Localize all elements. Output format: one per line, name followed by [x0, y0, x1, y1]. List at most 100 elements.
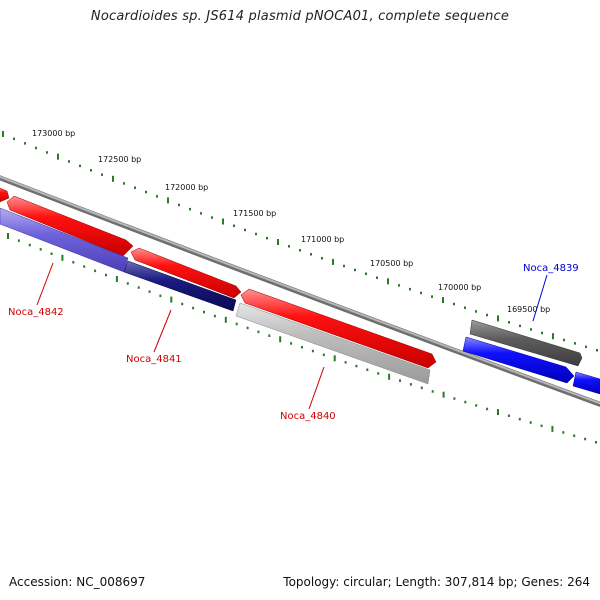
- gene-label-noca-4839[interactable]: Noca_4839: [523, 263, 579, 274]
- tick-mark: [431, 295, 433, 298]
- tick-mark: [365, 272, 367, 276]
- tick-mark: [290, 342, 293, 345]
- tick-mark: [529, 421, 532, 424]
- tick-mark: [442, 391, 445, 398]
- tick-mark: [126, 282, 129, 285]
- tick-mark: [134, 186, 136, 189]
- tick-mark: [299, 249, 301, 252]
- tick-mark: [530, 328, 532, 331]
- tick-mark: [431, 390, 434, 393]
- tick-mark: [573, 434, 576, 437]
- ruler-label-169500: 169500 bp: [507, 305, 550, 314]
- tick-mark: [584, 437, 587, 441]
- tick-mark: [409, 383, 412, 386]
- tick-mark: [200, 212, 202, 215]
- tick-mark: [497, 315, 499, 322]
- ruler-label-171500: 171500 bp: [233, 209, 276, 218]
- tick-mark: [156, 195, 158, 198]
- tick-mark: [68, 160, 70, 163]
- tick-mark: [420, 291, 422, 295]
- gene-cds-fwd-3[interactable]: [130, 247, 242, 299]
- tick-mark: [475, 310, 477, 313]
- map-title: Nocardioides sp. JS614 plasmid pNOCA01, …: [90, 9, 510, 24]
- tick-mark: [574, 342, 576, 345]
- tick-mark: [398, 284, 400, 287]
- tick-mark: [453, 302, 455, 306]
- tick-mark: [376, 276, 378, 279]
- tick-mark: [213, 314, 216, 318]
- backbone: [0, 175, 600, 407]
- tick-mark: [2, 131, 4, 137]
- tick-mark: [355, 364, 358, 368]
- label-line-noca-4841: [153, 309, 172, 353]
- ruler-label-170000: 170000 bp: [438, 283, 481, 292]
- tick-mark: [115, 276, 118, 282]
- tick-mark: [79, 164, 81, 168]
- tick-mark: [244, 228, 246, 232]
- label-line-noca-4839: [532, 274, 548, 322]
- gene-label-noca-4840[interactable]: Noca_4840: [280, 411, 336, 422]
- tick-mark: [123, 182, 125, 185]
- tick-mark: [388, 373, 391, 380]
- tick-mark: [486, 407, 489, 411]
- tick-mark: [442, 297, 444, 304]
- tick-mark: [90, 169, 92, 172]
- tick-mark: [321, 257, 323, 260]
- tick-mark: [551, 425, 554, 432]
- tick-mark: [57, 153, 59, 160]
- gene-noca-4841[interactable]: [123, 260, 237, 312]
- tick-mark: [310, 253, 312, 256]
- tick-mark: [192, 306, 195, 310]
- tick-mark: [387, 278, 389, 285]
- tick-mark: [148, 290, 151, 293]
- ruler-label-171000: 171000 bp: [301, 235, 344, 244]
- ruler-label-172500: 172500 bp: [98, 155, 141, 164]
- tick-mark: [137, 286, 140, 289]
- tick-mark: [497, 409, 499, 416]
- tick-mark: [268, 334, 271, 337]
- tick-mark: [409, 287, 411, 291]
- tick-mark: [28, 243, 31, 247]
- tick-mark: [464, 400, 467, 404]
- summary-text: Topology: circular; Length: 307,814 bp; …: [283, 575, 590, 589]
- tick-mark: [279, 336, 282, 343]
- tick-mark: [453, 397, 456, 400]
- tick-mark: [189, 207, 191, 211]
- tick-mark: [203, 310, 205, 314]
- tick-mark: [211, 216, 213, 219]
- tick-mark: [24, 142, 26, 145]
- gene-label-noca-4842[interactable]: Noca_4842: [8, 307, 64, 318]
- tick-mark: [507, 414, 510, 417]
- tick-mark: [39, 248, 42, 251]
- tick-mark: [72, 261, 75, 264]
- tick-mark: [257, 330, 260, 334]
- tick-mark: [585, 345, 587, 349]
- gene-cds-fwd-5[interactable]: [462, 336, 575, 384]
- tick-mark: [61, 254, 64, 261]
- gene-cds-fwd-6[interactable]: [572, 371, 600, 395]
- tick-mark: [233, 224, 235, 228]
- tick-mark: [464, 306, 466, 309]
- gene-noca-4839[interactable]: [469, 319, 583, 367]
- tick-mark: [475, 404, 478, 407]
- tick-mark: [222, 218, 224, 225]
- tick-mark: [112, 175, 114, 182]
- gene-label-noca-4841[interactable]: Noca_4841: [126, 354, 182, 365]
- ruler-label-170500: 170500 bp: [370, 259, 413, 268]
- gene-cds-fwd-4[interactable]: [240, 288, 437, 369]
- gene-noca-4840[interactable]: [235, 302, 431, 385]
- tick-mark: [332, 258, 334, 265]
- tick-mark: [35, 146, 37, 150]
- tick-mark: [159, 294, 162, 298]
- tick-mark: [246, 326, 249, 330]
- tick-mark: [486, 313, 488, 317]
- tick-mark: [145, 190, 147, 194]
- tick-mark: [178, 203, 180, 207]
- tick-mark: [541, 331, 543, 335]
- tick-mark: [552, 333, 554, 340]
- tick-mark: [344, 361, 347, 364]
- tick-mark: [333, 355, 336, 362]
- tick-mark: [181, 302, 184, 306]
- gene-cds-fwd-1[interactable]: [0, 186, 10, 204]
- tick-mark: [563, 338, 565, 342]
